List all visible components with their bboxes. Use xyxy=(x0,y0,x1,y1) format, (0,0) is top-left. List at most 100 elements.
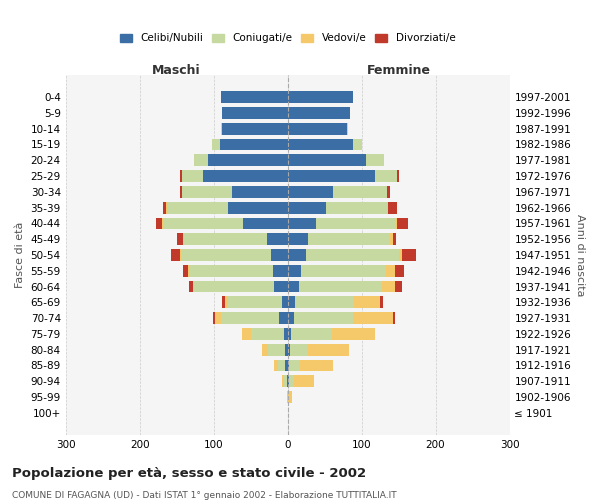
Bar xyxy=(397,170,398,182)
Bar xyxy=(182,234,184,245)
Bar xyxy=(182,170,203,182)
Bar xyxy=(171,249,179,261)
Bar xyxy=(290,344,308,356)
Bar xyxy=(274,360,278,372)
Bar xyxy=(278,360,286,372)
Bar xyxy=(287,202,326,213)
Bar xyxy=(326,202,387,213)
Bar xyxy=(291,328,332,340)
Bar xyxy=(166,202,168,213)
Bar xyxy=(402,249,416,261)
Text: Femmine: Femmine xyxy=(367,64,431,76)
Bar xyxy=(387,186,391,198)
Bar xyxy=(287,91,353,103)
Bar xyxy=(353,312,394,324)
Bar xyxy=(181,170,182,182)
Bar xyxy=(273,265,287,276)
Bar xyxy=(168,202,229,213)
Bar xyxy=(388,202,397,213)
Bar xyxy=(287,170,375,182)
Bar xyxy=(380,296,383,308)
Bar xyxy=(366,154,385,166)
Bar xyxy=(163,202,166,213)
Bar xyxy=(387,202,388,213)
Bar xyxy=(287,186,334,198)
Bar xyxy=(287,234,308,245)
Bar xyxy=(287,328,291,340)
Bar xyxy=(221,312,279,324)
Bar xyxy=(208,154,287,166)
Bar xyxy=(308,234,389,245)
Bar xyxy=(281,296,287,308)
Bar xyxy=(182,186,232,198)
Bar xyxy=(397,218,408,230)
Bar xyxy=(194,154,208,166)
Bar xyxy=(316,218,395,230)
Bar xyxy=(289,376,293,387)
Bar xyxy=(287,344,290,356)
Bar xyxy=(287,360,289,372)
Bar xyxy=(212,138,220,150)
Bar xyxy=(274,280,287,292)
Bar xyxy=(156,218,162,230)
Bar xyxy=(398,249,402,261)
Bar xyxy=(287,265,301,276)
Bar xyxy=(188,265,190,276)
Bar xyxy=(283,376,284,387)
Bar xyxy=(375,170,397,182)
Bar xyxy=(223,123,287,134)
Bar xyxy=(194,280,274,292)
Bar xyxy=(203,170,287,182)
Bar xyxy=(221,91,287,103)
Bar xyxy=(293,376,314,387)
Bar xyxy=(332,328,375,340)
Bar xyxy=(184,234,267,245)
Bar xyxy=(215,312,221,324)
Bar xyxy=(389,234,392,245)
Bar xyxy=(179,249,181,261)
Bar xyxy=(382,280,395,292)
Bar xyxy=(284,376,287,387)
Bar xyxy=(286,360,287,372)
Bar xyxy=(386,265,395,276)
Bar xyxy=(394,312,395,324)
Bar xyxy=(223,296,225,308)
Bar xyxy=(181,186,182,198)
Bar xyxy=(287,376,289,387)
Bar xyxy=(223,107,287,119)
Bar xyxy=(295,296,354,308)
Bar xyxy=(262,344,268,356)
Bar xyxy=(287,107,350,119)
Bar xyxy=(243,218,287,230)
Bar xyxy=(347,123,348,134)
Text: COMUNE DI FAGAGNA (UD) - Dati ISTAT 1° gennaio 2002 - Elaborazione TUTTITALIA.IT: COMUNE DI FAGAGNA (UD) - Dati ISTAT 1° g… xyxy=(12,491,397,500)
Bar xyxy=(232,186,287,198)
Bar xyxy=(284,328,287,340)
Bar xyxy=(299,280,382,292)
Bar xyxy=(287,138,353,150)
Bar xyxy=(354,296,380,308)
Bar xyxy=(287,296,295,308)
Bar xyxy=(220,138,287,150)
Bar xyxy=(176,234,182,245)
Legend: Celibi/Nubili, Coniugati/e, Vedovi/e, Divorziati/e: Celibi/Nubili, Coniugati/e, Vedovi/e, Di… xyxy=(120,33,455,43)
Bar xyxy=(229,202,287,213)
Y-axis label: Anni di nascita: Anni di nascita xyxy=(575,214,585,296)
Bar xyxy=(287,280,299,292)
Bar xyxy=(271,249,287,261)
Bar xyxy=(181,249,271,261)
Bar xyxy=(306,249,398,261)
Bar xyxy=(189,280,193,292)
Bar xyxy=(287,123,347,134)
Y-axis label: Fasce di età: Fasce di età xyxy=(15,222,25,288)
Bar xyxy=(193,280,194,292)
Bar xyxy=(287,312,293,324)
Bar xyxy=(268,344,284,356)
Bar xyxy=(221,123,223,134)
Bar xyxy=(279,312,287,324)
Bar xyxy=(251,328,284,340)
Bar xyxy=(289,391,292,403)
Bar xyxy=(242,328,251,340)
Bar xyxy=(163,218,243,230)
Bar xyxy=(229,296,281,308)
